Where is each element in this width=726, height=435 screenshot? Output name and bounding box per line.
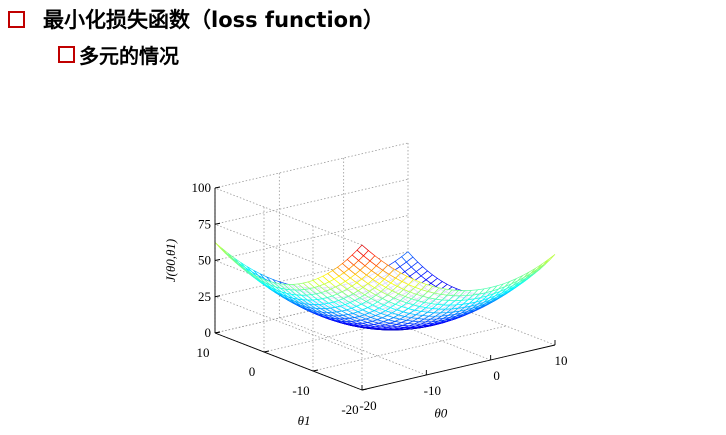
- y-tick-label: 0: [249, 364, 256, 379]
- surface-mesh: [214, 242, 556, 331]
- x-axis-label: θ0: [434, 406, 447, 421]
- y-tick-label: -20: [341, 402, 358, 417]
- grid-line: [214, 187, 363, 246]
- grid-line: [214, 215, 409, 261]
- x-tick-label: -20: [359, 398, 376, 413]
- y-axis-line: [214, 332, 363, 391]
- grid-line: [214, 178, 409, 225]
- z-tick: [214, 222, 221, 225]
- z-tick: [214, 331, 221, 334]
- z-tick: [214, 186, 221, 189]
- z-tick-label: 100: [192, 180, 212, 195]
- z-tick: [214, 259, 221, 261]
- x-tick-label: 10: [555, 353, 568, 368]
- grid-line: [214, 142, 409, 189]
- z-tick-label: 0: [205, 325, 212, 340]
- x-tick-label: -10: [424, 383, 441, 398]
- y-tick-label: 10: [197, 345, 210, 360]
- heading-level2: 多元的情况: [58, 40, 179, 69]
- y-axis-label: θ1: [298, 413, 311, 428]
- heading-level2-text: 多元的情况: [79, 44, 179, 68]
- heading-level1: 最小化损失函数（loss function）: [8, 4, 384, 34]
- z-tick: [214, 295, 221, 298]
- z-tick-label: 25: [198, 289, 211, 304]
- grid-line: [312, 325, 507, 372]
- x-axis-line: [361, 344, 556, 391]
- z-tick-label: 75: [198, 216, 211, 231]
- bullet-square-icon: [58, 46, 75, 63]
- bullet-square-icon: [8, 10, 25, 28]
- x-tick-label: 0: [493, 368, 500, 383]
- y-tick: [361, 388, 368, 391]
- z-axis-label: J(θ0,θ1): [163, 239, 178, 282]
- heading-level1-text: 最小化损失函数（loss function）: [43, 8, 385, 32]
- surface-cell: [543, 254, 556, 265]
- z-tick-label: 50: [198, 253, 211, 268]
- y-tick: [263, 350, 270, 353]
- y-tick-label: -10: [292, 383, 309, 398]
- y-tick: [312, 369, 319, 372]
